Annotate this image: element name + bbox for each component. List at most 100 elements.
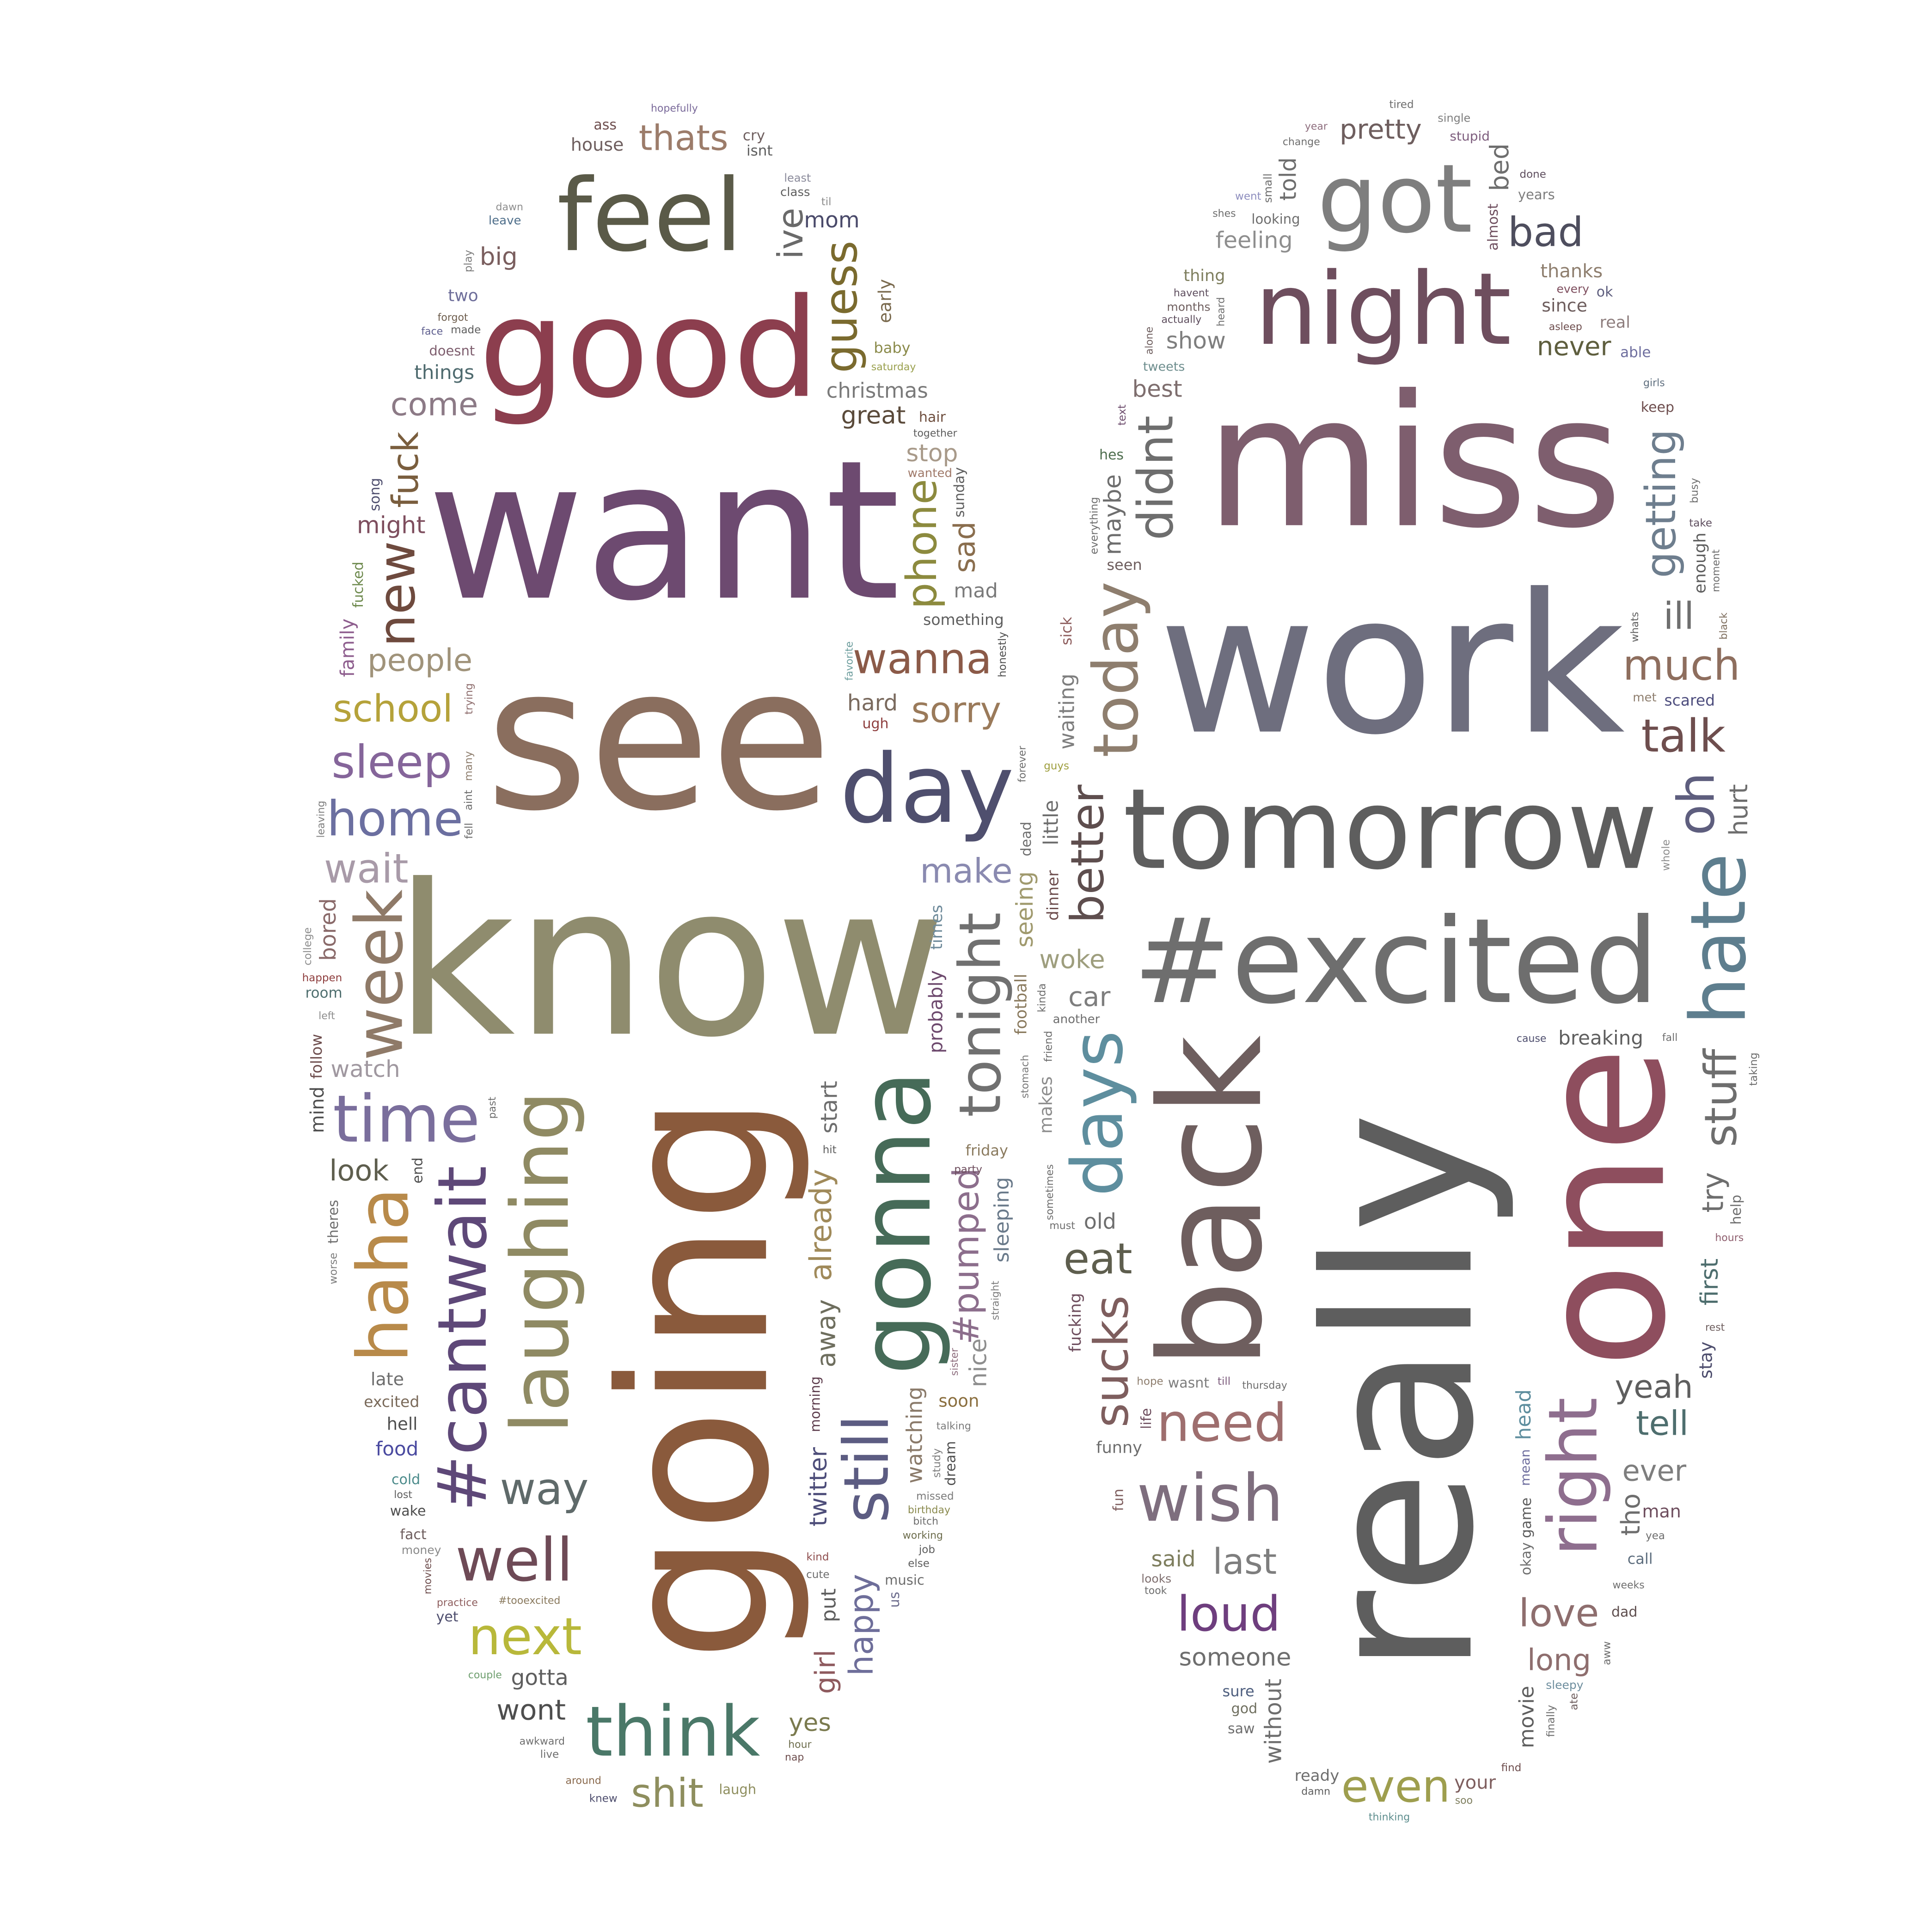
right-word-stupid-63: stupid: [1450, 128, 1490, 144]
left-word-theres-124: theres: [325, 1200, 342, 1244]
right-word-almost-94: almost: [1485, 203, 1501, 251]
right-word-busy-169: busy: [1689, 478, 1701, 503]
right-word-hurt-70: hurt: [1724, 784, 1753, 836]
right-word-better-25: better: [1061, 784, 1114, 923]
left-word-live-137: live: [540, 1749, 559, 1761]
left-word-home-12: home: [327, 791, 463, 847]
left-word-still-13: still: [831, 1415, 903, 1523]
right-word-tell-36: tell: [1636, 1404, 1689, 1443]
right-word-help-112: help: [1728, 1195, 1744, 1225]
left-word-sleeping-91: sleeping: [990, 1177, 1014, 1262]
left-word-honestly-142: honestly: [997, 632, 1009, 677]
right-word-thinking-92: thinking: [1369, 1812, 1410, 1823]
left-word-might-50: might: [357, 512, 426, 539]
left-word-going-1: going: [577, 1094, 814, 1662]
right-word-days-19: days: [1057, 1031, 1138, 1197]
right-word-call-69: call: [1628, 1550, 1653, 1567]
left-word-movies-157: movies: [422, 1558, 434, 1594]
left-word-phone-28: phone: [898, 479, 946, 609]
left-word-ass-125: ass: [594, 117, 617, 133]
right-word-took-167: took: [1145, 1585, 1167, 1596]
right-word-kinda-136: kinda: [1036, 983, 1048, 1012]
right-word-even-15: even: [1341, 1761, 1451, 1812]
left-word-end-112: end: [410, 1157, 426, 1184]
left-word-hard-41: hard: [847, 690, 898, 716]
left-word-school-21: school: [333, 687, 453, 731]
left-word-pumped-34: #pumped: [946, 1168, 987, 1345]
right-word-scared-44: scared: [1664, 691, 1715, 709]
left-word-working-95: working: [903, 1530, 943, 1541]
left-word-house-62: house: [571, 135, 624, 155]
right-word-long-41: long: [1527, 1643, 1591, 1677]
right-word-night-6: night: [1255, 251, 1512, 367]
right-word-thing-65: thing: [1183, 267, 1225, 285]
right-word-tho-46: tho: [1616, 1493, 1646, 1536]
left-word-dead-127: dead: [1018, 822, 1034, 856]
right-word-mean-97: mean: [1518, 1449, 1533, 1486]
right-word-old-54: old: [1084, 1209, 1116, 1234]
right-word-went-126: went: [1235, 190, 1261, 202]
left-word-til-153: til: [821, 196, 832, 208]
left-word-trying-115: trying: [463, 683, 475, 715]
right-word-havent-83: havent: [1174, 287, 1209, 299]
left-word-fuck-67: fuck: [385, 432, 427, 508]
left-word-dream-118: dream: [943, 1441, 959, 1486]
left-word-awkward-78: awkward: [520, 1736, 565, 1747]
right-word-feeling-30: feeling: [1216, 227, 1293, 254]
left-word-put-79: put: [817, 1589, 841, 1622]
left-word-week-22: week: [342, 889, 418, 1061]
left-word-forgot-98: forgot: [438, 312, 468, 324]
left-word-cute-113: cute: [806, 1569, 829, 1581]
right-word-take-113: take: [1689, 517, 1712, 529]
left-word-people-18: people: [367, 642, 472, 679]
right-word-talk-14: talk: [1641, 710, 1726, 763]
right-word-met-101: met: [1633, 691, 1657, 704]
left-word-yes-59: yes: [789, 1709, 831, 1737]
left-word-study-181: study: [931, 1449, 943, 1478]
right-word-one-7: one: [1503, 1046, 1704, 1368]
left-word-couple-135: couple: [468, 1669, 502, 1681]
left-word-kind-111: kind: [807, 1551, 829, 1563]
left-word-friday-68: friday: [966, 1142, 1008, 1159]
right-word-yea-173: yea: [1646, 1530, 1665, 1542]
right-word-thanks-48: thanks: [1540, 261, 1603, 282]
left-word-away-58: away: [812, 1299, 842, 1368]
left-word-favorite-160: favorite: [844, 642, 855, 681]
right-word-must-161: must: [1049, 1220, 1075, 1232]
left-word-ive-46: ive: [770, 208, 811, 259]
left-word-aint-109: aint: [463, 790, 475, 810]
right-word-finally-115: finally: [1545, 1705, 1557, 1737]
right-word-head-79: head: [1512, 1389, 1536, 1440]
left-word-morning-85: morning: [808, 1376, 823, 1432]
left-word-look-42: look: [329, 1154, 389, 1187]
left-word-family-82: family: [336, 618, 358, 677]
right-word-little-67: little: [1039, 800, 1063, 845]
right-word-wasnt-59: wasnt: [1168, 1375, 1210, 1391]
right-word-rest-171: rest: [1705, 1322, 1725, 1333]
right-word-okay-139: okay: [1518, 1542, 1535, 1575]
right-word-till-125: till: [1218, 1376, 1230, 1388]
right-word-eat-38: eat: [1064, 1234, 1132, 1284]
left-word-mind-94: mind: [307, 1087, 328, 1133]
left-word-wanna-17: wanna: [853, 635, 992, 683]
right-word-tweets-75: tweets: [1143, 360, 1185, 374]
left-word-missed-116: missed: [916, 1490, 954, 1502]
left-word-tonight-16: tonight: [947, 912, 1014, 1117]
left-word-room-93: room: [305, 984, 342, 1001]
right-word-another-89: another: [1053, 1012, 1100, 1026]
right-word-show-39: show: [1166, 327, 1226, 354]
left-word-start-52: start: [816, 1081, 843, 1133]
left-word-watch-39: watch: [331, 1056, 400, 1082]
left-word-music-84: music: [885, 1572, 924, 1588]
left-word-think-9: think: [586, 1692, 760, 1772]
left-word-great-48: great: [841, 401, 906, 429]
left-word-mom-65: mom: [804, 208, 859, 233]
left-word-cold-117: cold: [392, 1472, 420, 1488]
left-word-saturday-71: saturday: [871, 361, 916, 373]
left-word-mad-80: mad: [954, 579, 998, 602]
left-word-hell-63: hell: [387, 1414, 418, 1434]
left-word-ugh-108: ugh: [862, 716, 888, 732]
right-word-whats-151: whats: [1629, 612, 1641, 642]
left-word-fact-126: fact: [400, 1527, 426, 1543]
left-word-watching-43: watching: [902, 1387, 927, 1483]
